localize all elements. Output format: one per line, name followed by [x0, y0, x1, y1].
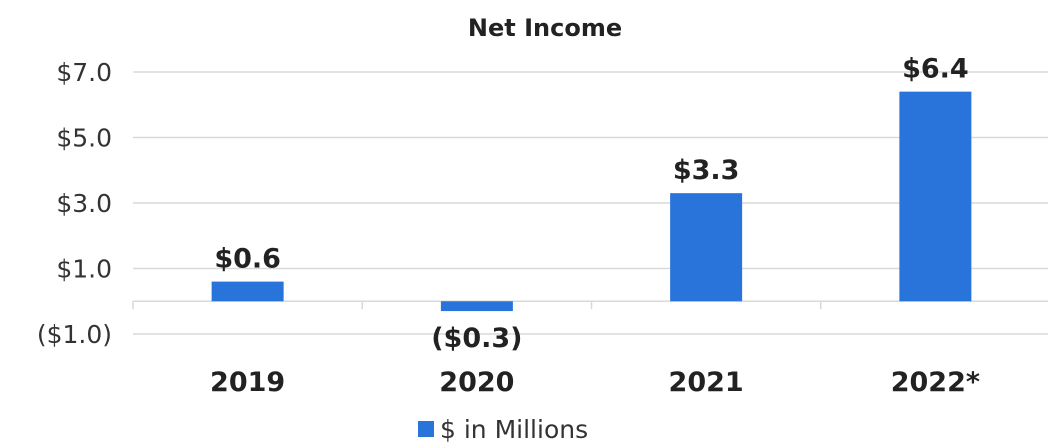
chart-title: Net Income [468, 14, 622, 42]
y-tick-label: ($1.0) [37, 320, 112, 349]
data-label: $3.3 [673, 155, 740, 186]
y-tick-label: $7.0 [56, 58, 112, 87]
bar [211, 281, 284, 302]
x-tick-label: 2021 [669, 367, 744, 398]
bar [899, 91, 972, 302]
x-tick-label: 2019 [210, 367, 285, 398]
data-label: ($0.3) [431, 323, 522, 354]
legend-swatch [418, 421, 434, 437]
legend-label: $ in Millions [440, 415, 588, 443]
data-labels: $0.6 ($0.3) $3.3 $6.4 [214, 54, 968, 354]
gridlines [132, 71, 1048, 335]
y-tick-label: $5.0 [56, 124, 112, 153]
y-tick-label: $1.0 [56, 255, 112, 284]
data-label: $0.6 [214, 244, 281, 275]
x-tick-label: 2020 [439, 367, 514, 398]
bar [440, 301, 513, 312]
legend: $ in Millions [418, 415, 588, 443]
y-tick-label: $3.0 [56, 189, 112, 218]
x-tick-label: 2022* [891, 367, 980, 398]
bar [670, 193, 743, 302]
bars [211, 91, 972, 312]
data-label: $6.4 [902, 54, 969, 85]
axis-ticks: ($1.0) $1.0 $3.0 $5.0 $7.0 2019 2020 2021 2022* [37, 58, 980, 398]
